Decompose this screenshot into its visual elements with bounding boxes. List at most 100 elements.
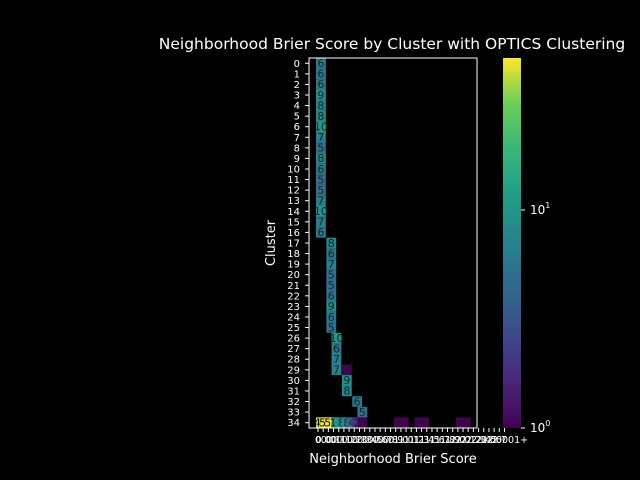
y-tick-label: 22 — [287, 291, 300, 302]
heatmap-cell — [393, 417, 404, 428]
x-tick-label: 2.1 — [461, 435, 476, 446]
x-tick-label: 0 — [315, 435, 321, 446]
y-tick-label: 4 — [294, 101, 300, 112]
y-tick-label: 6 — [294, 122, 300, 133]
y-tick-label: 28 — [287, 355, 300, 366]
heatmap-cell — [357, 406, 368, 418]
heatmap-cell — [341, 364, 352, 376]
heatmap-cell — [341, 375, 352, 386]
y-tick-label: 18 — [287, 249, 300, 260]
y-tick-labels: 0123456789101112131415161718192021222324… — [287, 59, 309, 429]
heatmap-cell-label: 6 — [317, 163, 324, 176]
y-tick-label: 19 — [287, 260, 300, 271]
y-tick-label: 20 — [287, 270, 300, 281]
heatmap-cell — [316, 110, 326, 122]
heatmap-cell-label: 6 — [354, 395, 361, 408]
heatmap-cell-label: 5 — [328, 279, 335, 292]
heatmap-cell — [326, 248, 337, 259]
heatmap-cell-label: 5 — [328, 268, 335, 281]
heatmap-cell — [455, 417, 466, 428]
heatmap-cell — [316, 58, 326, 69]
y-tick-label: 11 — [287, 175, 300, 186]
x-tick-labels: 00.00.00.10.10.10.20.20.30.30.40.50.60.7… — [315, 428, 528, 446]
y-tick-label: 14 — [287, 207, 300, 218]
heatmap-cell — [414, 417, 425, 428]
x-tick-label: 2.0 — [450, 435, 465, 446]
heatmap-cell-label: 7 — [333, 353, 340, 366]
x-tick-label: 0.0 — [316, 435, 331, 446]
heatmap-cell — [316, 121, 326, 132]
heatmap-cell — [326, 269, 337, 280]
x-tick-label: 1.3 — [414, 435, 429, 446]
x-tick-label: 2.6 — [487, 435, 502, 446]
x-tick-label: 0.8 — [383, 435, 398, 446]
heatmap-cell — [316, 195, 326, 206]
heatmap-cell-label: 5 — [317, 142, 324, 155]
heatmap-cell-label: 8 — [317, 110, 324, 123]
heatmap-cell-label: 7 — [333, 364, 340, 377]
x-tick-label: 0.2 — [347, 435, 362, 446]
heatmap-cell — [316, 100, 326, 111]
y-tick-label: 27 — [287, 344, 300, 355]
heatmap-cell-label: 9 — [328, 300, 335, 313]
heatmap-cell-label: 6 — [328, 311, 335, 324]
y-tick-label: 5 — [294, 112, 300, 123]
colorbar-tick-label-10: 101 — [530, 201, 550, 217]
heatmap-cell — [316, 163, 326, 175]
colorbar-tick-label-1: 100 — [530, 419, 550, 435]
x-tick-label: 0.7 — [378, 435, 393, 446]
heatmap-cell — [419, 417, 430, 428]
x-tick-label: 1.8 — [440, 435, 455, 446]
x-tick-label: 2.7 — [492, 435, 507, 446]
heatmap-cell-label: 8 — [317, 152, 324, 165]
x-tick-label: 0.2 — [342, 435, 357, 446]
y-tick-label: 30 — [287, 376, 300, 387]
heatmap-cell — [326, 417, 337, 428]
heatmap-cell — [326, 258, 337, 270]
x-tick-label: 0.9 — [388, 435, 403, 446]
x-tick-label: 2.3 — [471, 435, 486, 446]
heatmap-cell — [398, 417, 409, 428]
heatmap-cell — [326, 301, 337, 312]
y-tick-label: 1 — [294, 69, 300, 80]
heatmap-cell-label: 5 — [359, 406, 366, 419]
x-tick-label: 1.6 — [430, 435, 445, 446]
heatmap-cell — [331, 353, 342, 365]
heatmap-cell — [326, 290, 337, 302]
y-tick-label: 10 — [287, 164, 300, 175]
heatmap-cell-label: 10 — [314, 205, 328, 218]
heatmap-cell — [352, 396, 363, 407]
heatmap-cell — [331, 417, 342, 428]
heatmap-cell-label: 6 — [317, 78, 324, 91]
heatmap-cell — [316, 417, 326, 428]
heatmap-cell-label: 5 — [317, 173, 324, 186]
heatmap-cell-label: 5 — [328, 321, 335, 334]
heatmap-cell-label: 8 — [317, 99, 324, 112]
plot-frame — [308, 57, 478, 429]
x-tick-label: 0.6 — [373, 435, 388, 446]
y-tick-label: 34 — [287, 418, 300, 429]
heatmap-cell — [316, 184, 326, 196]
y-tick-label: 24 — [287, 312, 300, 323]
heatmap-cell-label: 6 — [328, 247, 335, 260]
heatmap-cell-label: 1 — [359, 416, 366, 429]
x-tick-label: 1.2 — [409, 435, 424, 446]
heatmap-cell — [326, 322, 337, 333]
heatmap-cell — [331, 332, 342, 344]
heatmap-cell — [316, 68, 326, 80]
y-tick-label: 2 — [294, 80, 300, 91]
y-tick-label: 26 — [287, 334, 300, 345]
chart-title: Neighborhood Brier Score by Cluster with… — [159, 35, 625, 53]
heatmap-cell — [331, 364, 342, 376]
heatmap-cell-label: 1 — [395, 416, 402, 429]
heatmap-cell — [316, 227, 326, 238]
heatmap-cell-label: 7 — [317, 216, 324, 229]
colorbar-ticks — [521, 209, 525, 429]
y-tick-label: 0 — [294, 59, 300, 70]
x-tick-label: 1.9 — [445, 435, 460, 446]
x-tick-label: 0.5 — [367, 435, 382, 446]
heatmap-cell — [352, 417, 363, 428]
heatmap-cell — [316, 142, 326, 154]
